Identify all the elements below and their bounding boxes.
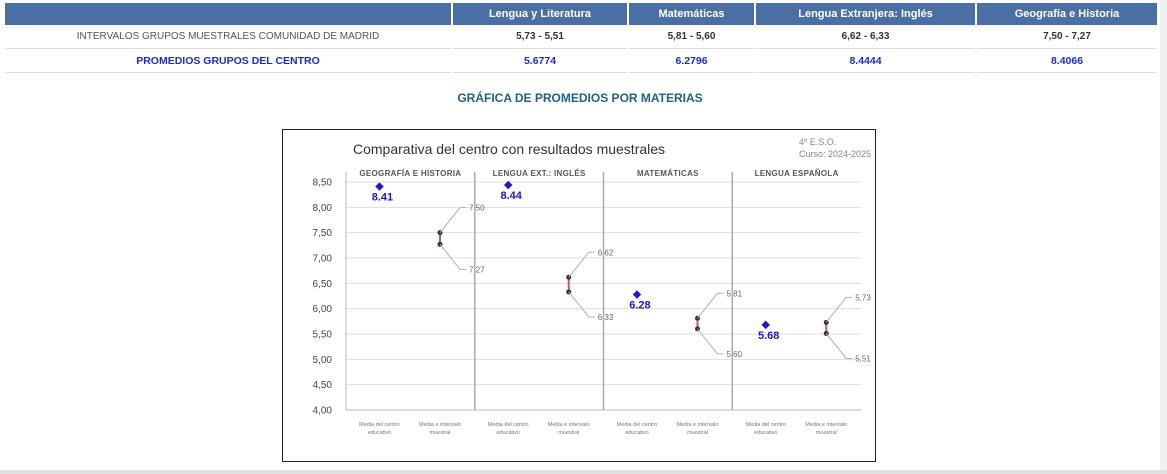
panel-title: MATEMÁTICAS [637,169,699,178]
column-header-geografia: Geografía e Historia [977,3,1157,25]
panel-title: LENGUA ESPAÑOLA [755,169,839,178]
section-title: GRÁFICA DE PROMEDIOS POR MATERIAS [457,91,703,105]
scroll-gutter [1160,0,1167,474]
x-sub-label: Media del centro [359,422,400,428]
leader-line [568,251,595,278]
x-sub-label: muestral [816,430,837,436]
row-label: INTERVALOS GRUPOS MUESTRALES COMUNIDAD D… [5,25,451,49]
x-sub-label: educativo [625,430,649,436]
table-cell: 6,62 - 6,33 [756,25,975,49]
chart-title: Comparativa del centro con resultados mu… [353,141,665,157]
interval-high-label: 6,62 [598,248,614,257]
leader-line [697,328,724,355]
x-sub-label: Media del centro [488,422,529,428]
comparison-chart: Comparativa del centro con resultados mu… [313,137,872,436]
table-cell: 7,50 - 7,27 [977,25,1157,49]
x-sub-label: Media e intervalo [677,422,719,428]
y-tick-label: 8,00 [313,203,333,214]
interval-low-label: 7,27 [469,265,485,274]
table-cell: 5.6774 [453,49,627,73]
x-sub-label: educativo [496,430,520,436]
column-header-lengua: Lengua y Literatura [453,3,627,25]
center-mean-point [632,290,642,299]
y-tick-label: 5,50 [313,330,333,341]
x-sub-label: Media e intervalo [548,422,590,428]
x-sub-label: muestral [429,430,450,436]
x-sub-label: Media del centro [745,422,786,428]
x-sub-label: Media e intervalo [805,422,847,428]
bottom-border [0,470,1167,474]
center-mean-point [503,180,513,190]
leader-line [439,244,466,270]
y-tick-label: 8,50 [313,178,333,189]
center-mean-label: 8.44 [501,190,523,202]
column-header-ingles: Lengua Extranjera: Inglés [756,3,975,25]
table-header-row: Lengua y Literatura Matemáticas Lengua E… [5,3,1157,25]
y-tick-label: 4,50 [313,380,333,391]
table-row-intervals: INTERVALOS GRUPOS MUESTRALES COMUNIDAD D… [5,25,1157,49]
interval-high-label: 5,81 [726,289,742,298]
interval-high-label: 7,50 [469,204,485,213]
x-sub-label: muestral [687,430,708,436]
y-tick-label: 6,50 [313,279,333,290]
leader-line [697,292,724,319]
chart-corner-text: 4º E.S.O. [799,137,836,147]
panel-title: LENGUA EXT.: INGLÉS [493,169,586,178]
center-mean-point [375,182,384,191]
y-tick-label: 5,00 [313,355,333,366]
center-mean-label: 6.28 [629,299,650,311]
row-label: PROMEDIOS GRUPOS DEL CENTRO [5,49,451,73]
y-tick-label: 6,00 [313,304,333,315]
x-sub-label: educativo [754,430,778,436]
center-mean-label: 5.68 [758,330,779,342]
interval-low-label: 5,60 [726,350,742,359]
interval-high-label: 5,73 [855,293,871,302]
x-sub-label: Media del centro [617,422,658,428]
y-tick-label: 4,00 [313,406,333,417]
x-sub-label: Media e intervalo [419,422,461,428]
leader-line [568,291,595,318]
table-cell: 6.2796 [629,49,754,73]
interval-low-label: 5,51 [855,354,871,363]
table-header-blank [5,3,451,25]
y-tick-label: 7,50 [313,228,333,239]
leader-line [439,207,466,233]
interval-low-label: 6,33 [598,313,614,322]
y-tick-label: 7,00 [313,254,333,265]
center-mean-label: 8.41 [372,192,393,204]
table-cell: 5,73 - 5,51 [453,25,627,49]
chart-container: Comparativa del centro con resultados mu… [282,129,876,462]
x-sub-label: educativo [368,430,392,436]
center-mean-point [761,320,770,330]
column-header-matematicas: Matemáticas [629,3,754,25]
results-table: Lengua y Literatura Matemáticas Lengua E… [3,3,1159,73]
panel-title: GEOGRAFÍA E HISTORIA [359,169,461,178]
table-row-center-means: PROMEDIOS GRUPOS DEL CENTRO 5.6774 6.279… [5,49,1157,73]
table-cell: 5,81 - 5,60 [629,25,754,49]
leader-line [825,333,853,359]
table-cell: 8.4066 [977,49,1157,73]
table-cell: 8.4444 [756,49,975,73]
chart-corner-text: Curso: 2024-2025 [799,149,871,159]
x-sub-label: muestral [558,430,579,436]
leader-line [825,296,853,323]
